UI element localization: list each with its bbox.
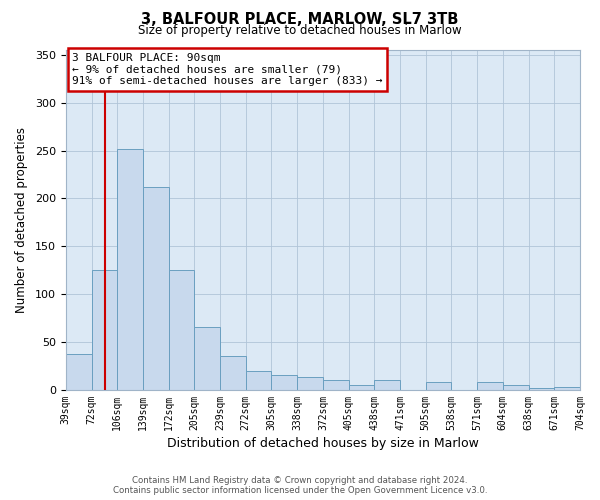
Bar xyxy=(426,382,451,390)
Bar xyxy=(66,354,92,390)
Bar xyxy=(297,378,323,390)
Bar xyxy=(246,371,271,390)
Bar xyxy=(529,388,554,390)
Y-axis label: Number of detached properties: Number of detached properties xyxy=(15,127,28,313)
Bar xyxy=(503,385,529,390)
Bar xyxy=(374,380,400,390)
Bar xyxy=(554,387,580,390)
Bar xyxy=(220,356,246,390)
Bar xyxy=(117,148,143,390)
Bar xyxy=(477,382,503,390)
Text: 3 BALFOUR PLACE: 90sqm
← 9% of detached houses are smaller (79)
91% of semi-deta: 3 BALFOUR PLACE: 90sqm ← 9% of detached … xyxy=(72,53,383,86)
X-axis label: Distribution of detached houses by size in Marlow: Distribution of detached houses by size … xyxy=(167,437,479,450)
Bar xyxy=(169,270,194,390)
Bar xyxy=(323,380,349,390)
Bar xyxy=(92,270,117,390)
Text: Contains HM Land Registry data © Crown copyright and database right 2024.: Contains HM Land Registry data © Crown c… xyxy=(132,476,468,485)
Bar xyxy=(143,187,169,390)
Text: Size of property relative to detached houses in Marlow: Size of property relative to detached ho… xyxy=(138,24,462,37)
Text: Contains public sector information licensed under the Open Government Licence v3: Contains public sector information licen… xyxy=(113,486,487,495)
Bar xyxy=(349,385,374,390)
Text: 3, BALFOUR PLACE, MARLOW, SL7 3TB: 3, BALFOUR PLACE, MARLOW, SL7 3TB xyxy=(142,12,458,28)
Bar xyxy=(194,326,220,390)
Bar xyxy=(271,374,297,390)
